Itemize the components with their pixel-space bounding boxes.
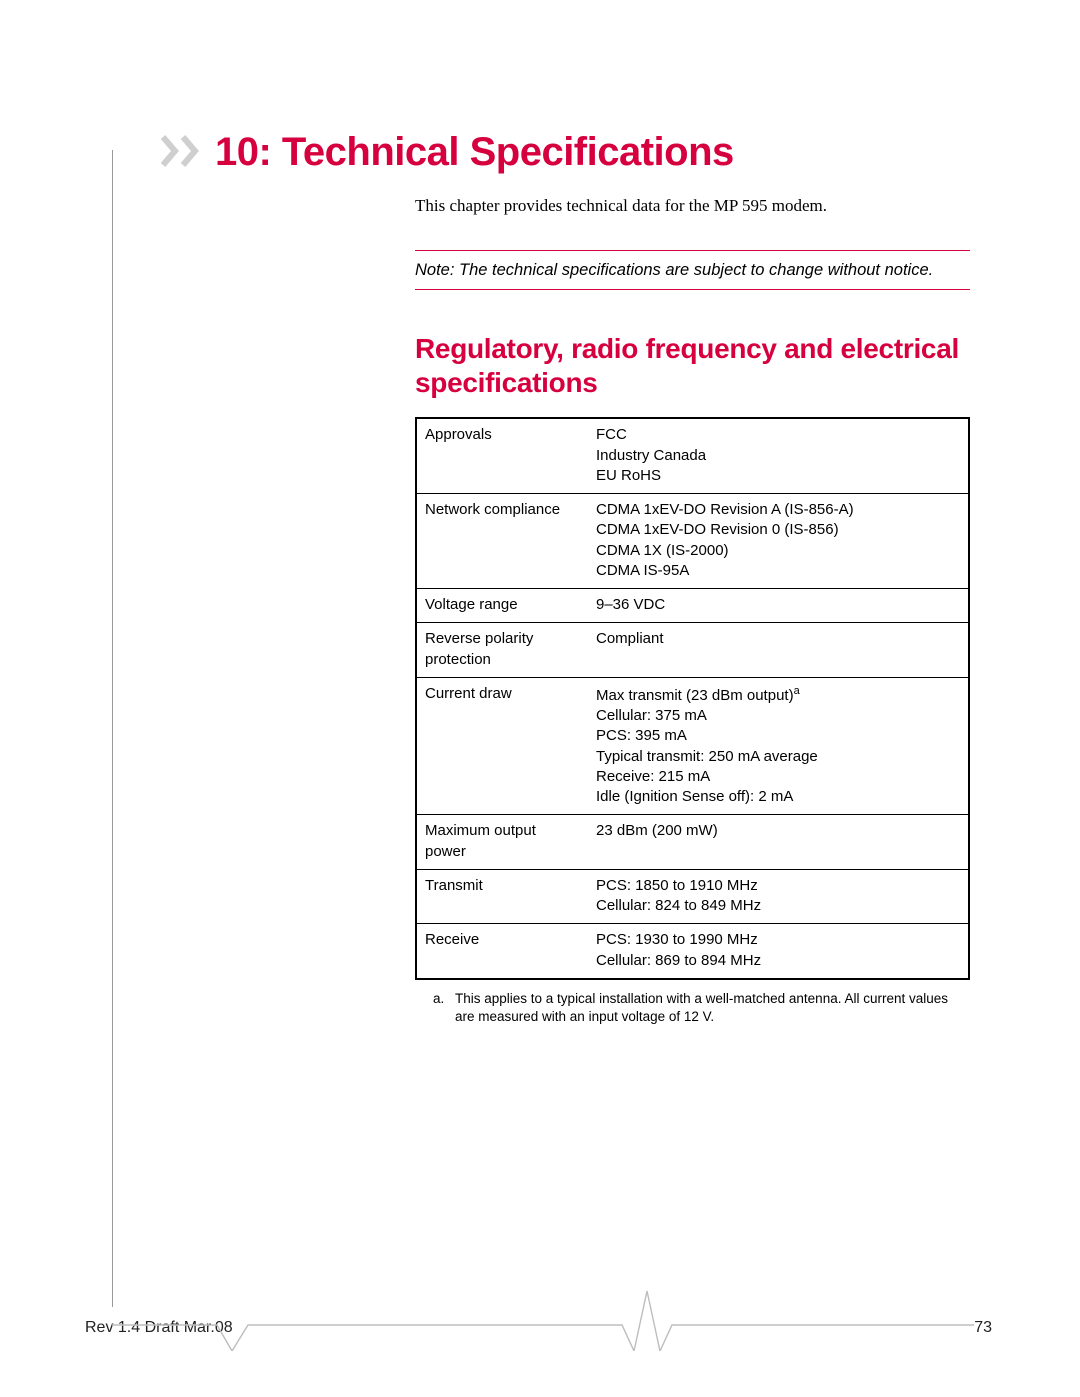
table-row: TransmitPCS: 1850 to 1910 MHzCellular: 8… [416,869,969,924]
superscript: a [794,685,800,697]
spec-value: 9–36 VDC [588,589,969,623]
table-row: Voltage range9–36 VDC [416,589,969,623]
table-row: Maximum output power23 dBm (200 mW) [416,815,969,870]
spec-table: ApprovalsFCCIndustry CanadaEU RoHSNetwor… [415,417,970,980]
note-box: Note: The technical specifications are s… [415,250,970,290]
footer-page-number: 73 [974,1319,992,1337]
heartbeat-decoration-icon [112,1281,974,1351]
spec-label: Receive [416,924,588,979]
spec-label: Voltage range [416,589,588,623]
footnote-text: This applies to a typical installation w… [455,991,948,1024]
intro-paragraph: This chapter provides technical data for… [415,195,970,218]
table-row: Current drawMax transmit (23 dBm output)… [416,677,969,815]
chapter-title: 10: Technical Specifications [215,130,734,175]
spec-value: Compliant [588,623,969,678]
table-footnote: a.This applies to a typical installation… [415,990,970,1026]
page: 10: Technical Specifications This chapte… [0,0,1080,1397]
spec-value: PCS: 1850 to 1910 MHzCellular: 824 to 84… [588,869,969,924]
spec-value: Max transmit (23 dBm output)aCellular: 3… [588,677,969,815]
left-vertical-rule [112,150,113,1307]
spec-value: CDMA 1xEV-DO Revision A (IS-856-A)CDMA 1… [588,494,969,589]
table-row: ApprovalsFCCIndustry CanadaEU RoHS [416,418,969,493]
section-heading: Regulatory, radio frequency and electric… [415,332,970,399]
spec-value: 23 dBm (200 mW) [588,815,969,870]
table-row: ReceivePCS: 1930 to 1990 MHzCellular: 86… [416,924,969,979]
spec-label: Network compliance [416,494,588,589]
table-row: Network complianceCDMA 1xEV-DO Revision … [416,494,969,589]
content-column: This chapter provides technical data for… [415,195,970,1026]
spec-label: Current draw [416,677,588,815]
spec-value: PCS: 1930 to 1990 MHzCellular: 869 to 89… [588,924,969,979]
spec-label: Reverse polarity protection [416,623,588,678]
table-row: Reverse polarity protectionCompliant [416,623,969,678]
footnote-label: a. [433,990,455,1008]
spec-label: Approvals [416,418,588,493]
spec-label: Maximum output power [416,815,588,870]
spec-label: Transmit [416,869,588,924]
spec-value: FCCIndustry CanadaEU RoHS [588,418,969,493]
chevron-icon [160,134,208,168]
